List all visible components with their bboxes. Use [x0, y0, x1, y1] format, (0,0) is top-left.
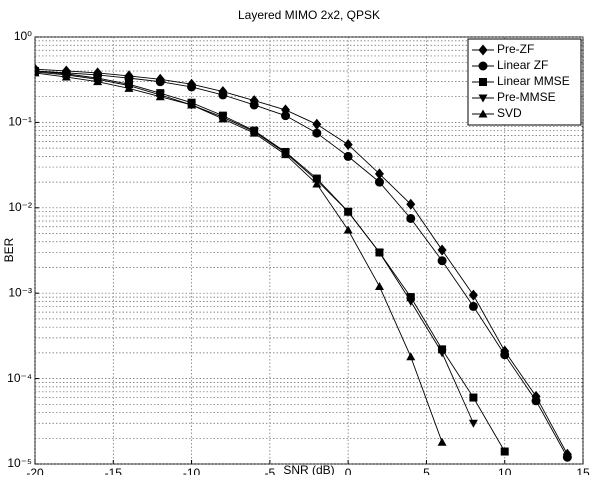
- series-line: [35, 72, 443, 443]
- y-tick-label: 10⁻⁵: [7, 456, 32, 470]
- x-axis-label: SNR (dB): [283, 463, 334, 475]
- marker: [406, 198, 416, 210]
- marker: [187, 100, 197, 109]
- marker: [478, 109, 488, 118]
- marker: [281, 111, 291, 121]
- marker: [312, 179, 322, 188]
- marker: [187, 82, 197, 92]
- marker: [343, 139, 353, 151]
- legend-label: Pre-MMSE: [497, 90, 556, 104]
- y-tick-label: 10⁻³: [8, 285, 32, 299]
- marker: [478, 94, 488, 103]
- marker: [155, 92, 165, 101]
- series-line: [35, 70, 568, 458]
- plot-lines: [35, 63, 572, 462]
- marker: [479, 78, 487, 86]
- marker: [437, 437, 447, 446]
- x-tick-label: -15: [105, 466, 123, 475]
- marker: [343, 151, 353, 161]
- marker: [468, 419, 478, 428]
- x-tick-label: 5: [423, 466, 430, 475]
- marker: [469, 393, 478, 402]
- x-tick-label: -5: [265, 466, 276, 475]
- marker: [562, 452, 572, 462]
- marker: [500, 350, 510, 360]
- marker: [218, 90, 228, 100]
- marker: [437, 349, 447, 358]
- y-tick-label: 10⁰: [14, 29, 32, 43]
- marker: [218, 114, 228, 123]
- marker: [406, 352, 416, 361]
- x-tick-label: 15: [576, 466, 590, 475]
- marker: [374, 248, 384, 257]
- marker: [374, 177, 384, 187]
- marker: [500, 447, 509, 456]
- marker: [406, 213, 416, 223]
- x-tick-label: 0: [345, 466, 352, 475]
- marker: [35, 68, 40, 77]
- series-line: [35, 70, 506, 452]
- marker: [343, 225, 353, 234]
- marker: [155, 77, 165, 87]
- y-tick-label: 10⁻¹: [8, 115, 32, 129]
- marker: [437, 244, 447, 256]
- marker: [124, 83, 134, 92]
- marker: [437, 256, 447, 266]
- marker: [374, 168, 384, 180]
- y-tick-label: 10⁻²: [8, 200, 32, 214]
- marker: [249, 100, 259, 110]
- y-axis-label: BER: [2, 237, 16, 262]
- marker: [468, 289, 478, 301]
- y-tick-label: 10⁻⁴: [7, 371, 32, 385]
- chart-title: Layered MIMO 2x2, QPSK: [238, 8, 380, 22]
- legend-label: SVD: [497, 106, 522, 120]
- marker: [478, 61, 488, 71]
- marker: [93, 77, 103, 86]
- marker: [281, 150, 291, 159]
- marker: [61, 72, 71, 81]
- marker: [468, 301, 478, 311]
- marker: [478, 44, 488, 56]
- legend-label: Pre-ZF: [497, 42, 534, 56]
- marker: [312, 128, 322, 138]
- marker: [531, 396, 541, 406]
- x-tick-label: 10: [498, 466, 512, 475]
- marker: [249, 128, 259, 137]
- legend-label: Linear MMSE: [497, 74, 570, 88]
- marker: [343, 208, 353, 217]
- legend-label: Linear ZF: [497, 58, 548, 72]
- marker: [374, 281, 384, 290]
- series-line: [35, 68, 568, 455]
- marker: [312, 118, 322, 130]
- x-tick-label: -10: [183, 466, 201, 475]
- marker: [406, 297, 416, 306]
